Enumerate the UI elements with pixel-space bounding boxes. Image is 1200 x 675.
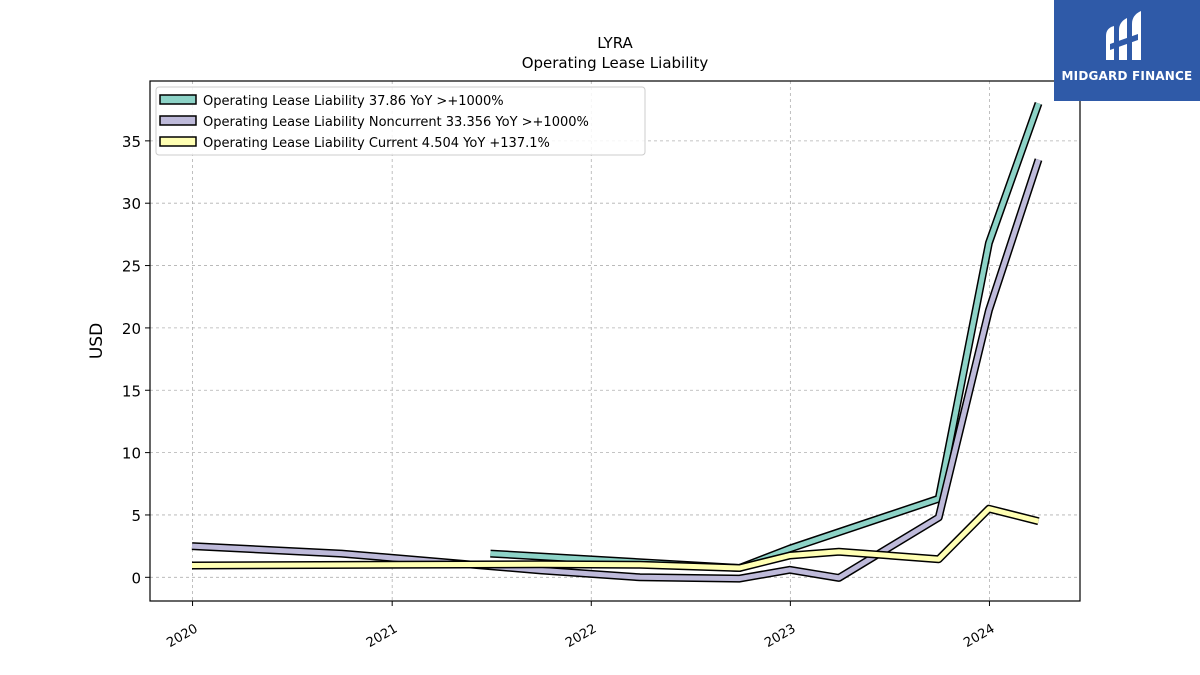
y-tick-label: 25 bbox=[122, 258, 141, 276]
legend-label: Operating Lease Liability Current 4.504 … bbox=[203, 136, 550, 151]
y-tick-label: 35 bbox=[122, 133, 141, 151]
y-tick-label: 0 bbox=[131, 569, 141, 587]
y-tick-label: 15 bbox=[122, 382, 141, 400]
x-tick-label: 2021 bbox=[364, 621, 400, 651]
series-lines bbox=[191, 102, 1043, 583]
series-line-0 bbox=[490, 102, 1041, 571]
series-line-2 bbox=[191, 506, 1040, 571]
legend-swatch bbox=[159, 94, 197, 105]
y-tick-label: 30 bbox=[122, 195, 141, 213]
plot-area-frame bbox=[149, 80, 1081, 602]
series-line-1 bbox=[191, 158, 1041, 582]
y-axis-label: USD bbox=[87, 323, 107, 359]
legend: Operating Lease Liability 37.86 YoY >+10… bbox=[155, 86, 646, 156]
series-line-outline-0 bbox=[490, 102, 1043, 572]
legend-label: Operating Lease Liability 37.86 YoY >+10… bbox=[203, 94, 504, 109]
y-tick-label: 20 bbox=[122, 320, 141, 338]
logo-mark-icon bbox=[1106, 11, 1141, 60]
x-tick-label: 2022 bbox=[563, 621, 599, 651]
chart-title: LYRA bbox=[597, 34, 633, 52]
grid bbox=[150, 81, 1080, 601]
series-line-outline-1 bbox=[191, 158, 1043, 583]
x-tick-label: 2024 bbox=[961, 621, 997, 651]
x-tick-label: 2023 bbox=[762, 621, 798, 651]
logo-text: MIDGARD FINANCE bbox=[1061, 69, 1193, 83]
chart-subtitle: Operating Lease Liability bbox=[522, 54, 709, 72]
legend-swatch bbox=[159, 136, 197, 147]
legend-box bbox=[155, 86, 646, 156]
brand-logo: MIDGARD FINANCE bbox=[1054, 0, 1200, 101]
y-tick-label: 10 bbox=[122, 445, 141, 463]
legend-label: Operating Lease Liability Noncurrent 33.… bbox=[203, 115, 589, 130]
x-tick-label: 2020 bbox=[164, 621, 200, 651]
y-tick-label: 5 bbox=[131, 507, 141, 525]
legend-swatch bbox=[159, 115, 197, 126]
